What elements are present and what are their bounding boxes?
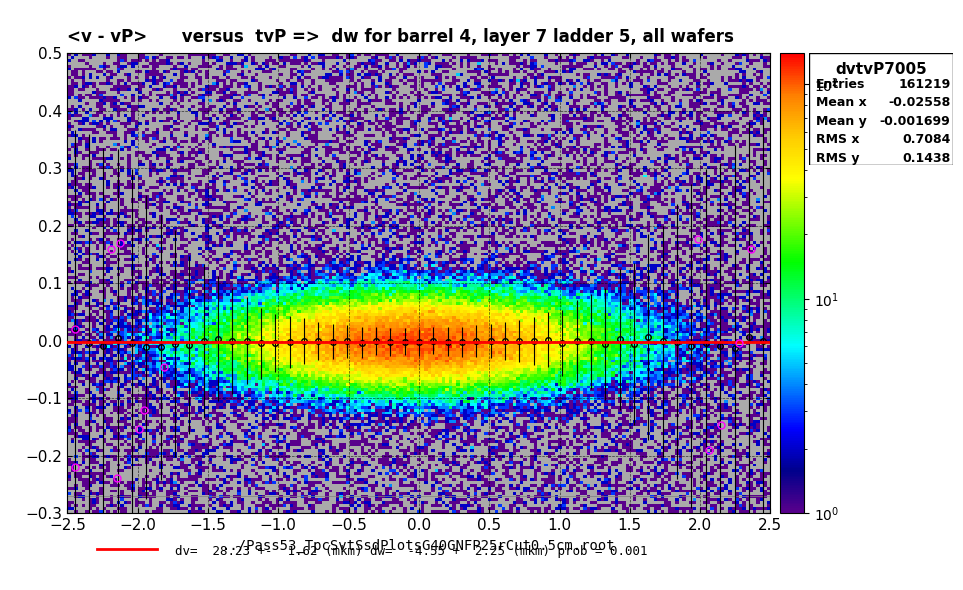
- Text: 0.7084: 0.7084: [902, 133, 950, 146]
- Text: RMS y: RMS y: [817, 152, 860, 165]
- Text: dv=  28.23 +-  1.62 (mkm) dw=  -4.55 +  2.25 (mkm) prob = 0.001: dv= 28.23 +- 1.62 (mkm) dw= -4.55 + 2.25…: [175, 545, 647, 558]
- Text: -0.02558: -0.02558: [888, 96, 950, 109]
- X-axis label: ../Pass53_TpcSvtSsdPlotsG40GNFP25rCut0.5cm.root: ../Pass53_TpcSvtSsdPlotsG40GNFP25rCut0.5…: [222, 539, 615, 553]
- Text: Mean x: Mean x: [817, 96, 867, 109]
- Text: <v - vP>      versus  tvP =>  dw for barrel 4, layer 7 ladder 5, all wafers: <v - vP> versus tvP => dw for barrel 4, …: [67, 28, 734, 46]
- Text: RMS x: RMS x: [817, 133, 860, 146]
- Text: 0.1438: 0.1438: [902, 152, 950, 165]
- Text: Entries: Entries: [817, 78, 866, 91]
- Text: Mean y: Mean y: [817, 114, 867, 128]
- Text: -0.001699: -0.001699: [880, 114, 950, 128]
- Text: dvtvP7005: dvtvP7005: [835, 62, 927, 77]
- Text: 161219: 161219: [898, 78, 950, 91]
